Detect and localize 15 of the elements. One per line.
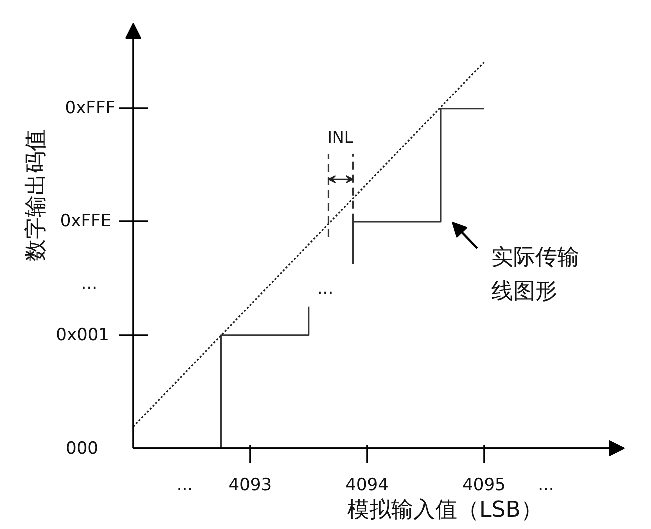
y-axis-title: 数字输出码值 bbox=[24, 130, 49, 262]
text: ... bbox=[81, 274, 98, 294]
annotation: ... bbox=[317, 279, 334, 299]
x-tick-label: ... bbox=[538, 476, 554, 496]
text: 0xFFE bbox=[60, 212, 112, 232]
x-tick-label: ... bbox=[176, 476, 194, 496]
text: 0xFFF bbox=[65, 98, 116, 118]
text: 0x001 bbox=[56, 326, 110, 346]
x-tick-label: 4095 bbox=[462, 476, 506, 496]
annotation: 实际传输线图形 bbox=[492, 246, 580, 304]
x-axis-title: 模拟输入值（LSB） bbox=[348, 498, 543, 523]
annotation: INL bbox=[328, 128, 354, 147]
x-tick-label: 4094 bbox=[346, 476, 389, 496]
x-tick-label: 4093 bbox=[228, 476, 272, 496]
text: 000 bbox=[66, 439, 99, 459]
